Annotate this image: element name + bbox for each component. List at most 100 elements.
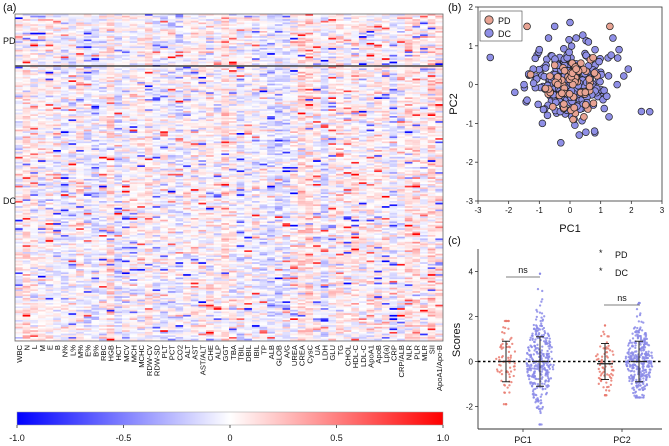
heatmap-cell bbox=[83, 117, 92, 120]
heatmap-cell bbox=[190, 78, 199, 81]
heatmap-cell bbox=[183, 46, 192, 49]
heatmap-cell bbox=[221, 66, 230, 69]
heatmap-row bbox=[15, 70, 443, 72]
heatmap-cell bbox=[274, 56, 283, 59]
heatmap-cell bbox=[305, 107, 314, 110]
heatmap-cell bbox=[221, 99, 230, 101]
heatmap-cell bbox=[183, 59, 192, 62]
heatmap-cell bbox=[99, 104, 108, 106]
heatmap-cell bbox=[305, 41, 314, 44]
heatmap-cell bbox=[175, 143, 184, 146]
heatmap-cell bbox=[68, 99, 77, 101]
heatmap-row bbox=[15, 126, 443, 129]
heatmap-cell bbox=[420, 25, 429, 28]
heatmap-cell bbox=[30, 148, 39, 151]
heatmap-cell bbox=[412, 92, 421, 95]
heatmap-cell bbox=[244, 17, 253, 20]
heatmap-cell bbox=[144, 110, 153, 113]
heatmap-cell bbox=[137, 76, 146, 79]
heatmap-cell bbox=[427, 32, 436, 35]
heatmap-cell bbox=[22, 25, 31, 28]
heatmap-cell bbox=[313, 22, 322, 25]
heatmap-cell bbox=[358, 73, 367, 76]
heatmap-cell bbox=[251, 41, 260, 44]
heatmap-row bbox=[15, 99, 443, 101]
heatmap-cell bbox=[259, 116, 268, 118]
heatmap-cell bbox=[144, 37, 153, 40]
heatmap-cell bbox=[305, 109, 314, 112]
heatmap-cell bbox=[313, 75, 322, 78]
heatmap-cell bbox=[68, 41, 77, 44]
heatmap-cell bbox=[358, 24, 367, 27]
heatmap-cell bbox=[167, 93, 176, 96]
heatmap-cell bbox=[99, 14, 108, 16]
heatmap-cell bbox=[290, 90, 299, 93]
heatmap-cell bbox=[122, 42, 130, 45]
heatmap-cell bbox=[60, 44, 69, 47]
heatmap-cell bbox=[137, 19, 146, 21]
heatmap-cell bbox=[328, 112, 337, 115]
heatmap-cell bbox=[267, 90, 276, 93]
heatmap-cell bbox=[328, 44, 337, 47]
heatmap-cell bbox=[213, 85, 222, 88]
heatmap-cell bbox=[404, 53, 413, 55]
heatmap-cell bbox=[37, 109, 46, 112]
heatmap-cell bbox=[420, 93, 429, 96]
heatmap-cell bbox=[351, 82, 360, 84]
heatmap-cell bbox=[343, 20, 352, 23]
heatmap-cell bbox=[114, 59, 123, 62]
heatmap-cell bbox=[404, 73, 413, 76]
heatmap-cell bbox=[336, 151, 344, 154]
heatmap-cell bbox=[351, 151, 360, 154]
heatmap-cell bbox=[30, 76, 39, 79]
heatmap-cell bbox=[305, 90, 314, 93]
heatmap-cell bbox=[259, 148, 268, 151]
heatmap-cell bbox=[206, 25, 215, 28]
heatmap-cell bbox=[206, 88, 215, 91]
heatmap-cell bbox=[267, 148, 276, 151]
heatmap-cell bbox=[320, 119, 329, 122]
heatmap-cell bbox=[427, 39, 436, 42]
heatmap-cell bbox=[389, 148, 398, 151]
heatmap-cell bbox=[366, 156, 375, 159]
heatmap-cell bbox=[137, 41, 146, 44]
heatmap-cell bbox=[244, 153, 253, 156]
heatmap-cell bbox=[76, 68, 85, 71]
heatmap-cell bbox=[122, 31, 130, 33]
heatmap-cell bbox=[251, 148, 260, 151]
heatmap-cell bbox=[190, 158, 199, 161]
heatmap-cell bbox=[244, 105, 253, 108]
heatmap-cell bbox=[267, 58, 276, 61]
heatmap-cell bbox=[251, 53, 260, 55]
heatmap-cell bbox=[152, 99, 161, 101]
heatmap-cell bbox=[427, 37, 436, 40]
heatmap-cell bbox=[336, 117, 344, 120]
heatmap-cell bbox=[30, 75, 39, 78]
heatmap-cell bbox=[22, 54, 31, 57]
heatmap-cell bbox=[175, 127, 184, 130]
heatmap-cell bbox=[106, 25, 115, 28]
heatmap-cell bbox=[129, 95, 138, 98]
heatmap-cell bbox=[274, 82, 283, 84]
heatmap-cell bbox=[221, 104, 230, 106]
heatmap-cell bbox=[328, 105, 337, 108]
heatmap-cell bbox=[45, 102, 54, 105]
heatmap-cell bbox=[290, 61, 299, 64]
heatmap-cell bbox=[106, 73, 115, 76]
heatmap-cell bbox=[435, 160, 443, 163]
heatmap-cell bbox=[221, 27, 230, 30]
heatmap-cell bbox=[53, 126, 62, 129]
heatmap-cell bbox=[236, 46, 245, 49]
heatmap-cell bbox=[114, 90, 123, 93]
heatmap-cell bbox=[91, 90, 100, 93]
heatmap-cell bbox=[68, 121, 77, 123]
heatmap-cell bbox=[37, 100, 46, 103]
heatmap-cell bbox=[358, 51, 367, 54]
heatmap-cell bbox=[15, 95, 23, 98]
heatmap-cell bbox=[53, 122, 62, 125]
heatmap-cell bbox=[336, 63, 344, 66]
heatmap-cell bbox=[45, 117, 54, 120]
heatmap-cell bbox=[229, 160, 237, 163]
heatmap-cell bbox=[68, 155, 77, 157]
heatmap-cell bbox=[358, 14, 367, 16]
